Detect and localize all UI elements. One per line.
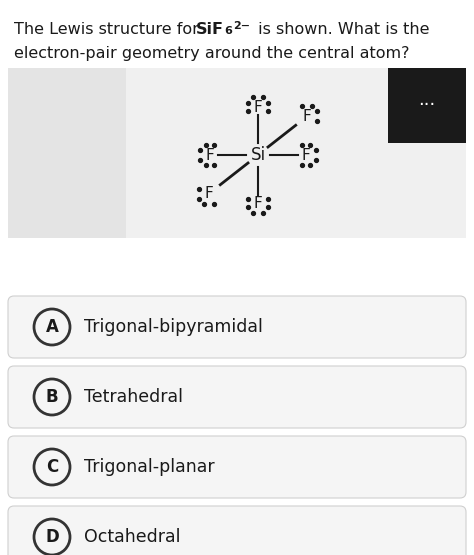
Text: 2−: 2− (233, 21, 250, 31)
Text: D: D (45, 528, 59, 546)
Text: ···: ··· (419, 96, 436, 114)
Bar (348, 68, 466, 238)
Text: 6: 6 (224, 26, 232, 36)
Text: electron-pair geometry around the central atom?: electron-pair geometry around the centra… (14, 46, 410, 61)
Text: F: F (206, 148, 214, 163)
Text: Trigonal-planar: Trigonal-planar (84, 458, 215, 476)
Text: A: A (46, 318, 58, 336)
Text: F: F (302, 109, 311, 124)
Bar (8, 68, 126, 238)
Text: The Lewis structure for: The Lewis structure for (14, 22, 204, 37)
Text: Tetrahedral: Tetrahedral (84, 388, 183, 406)
FancyBboxPatch shape (8, 296, 466, 358)
Text: B: B (46, 388, 58, 406)
Text: is shown. What is the: is shown. What is the (253, 22, 429, 37)
FancyBboxPatch shape (8, 366, 466, 428)
FancyBboxPatch shape (8, 436, 466, 498)
Text: SiF: SiF (196, 22, 224, 37)
Text: F: F (254, 195, 263, 210)
Text: C: C (46, 458, 58, 476)
Bar (8, 68, 466, 238)
FancyBboxPatch shape (8, 506, 466, 555)
Text: F: F (254, 99, 263, 114)
Text: Si: Si (250, 146, 265, 164)
Text: Octahedral: Octahedral (84, 528, 181, 546)
Text: F: F (301, 148, 310, 163)
Bar (388, 68, 466, 143)
Text: F: F (205, 186, 214, 201)
Text: Trigonal-bipyramidal: Trigonal-bipyramidal (84, 318, 263, 336)
